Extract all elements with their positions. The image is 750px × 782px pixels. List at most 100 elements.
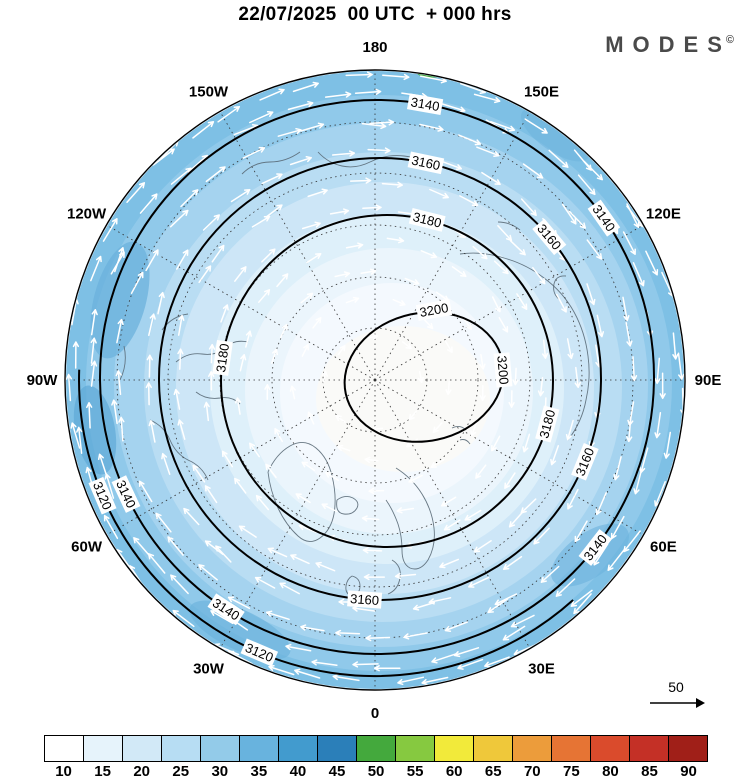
wind-arrow bbox=[345, 71, 373, 78]
wind-arrow bbox=[522, 163, 544, 179]
wind-arrow bbox=[66, 373, 73, 402]
wind-arrow bbox=[324, 91, 352, 98]
wind-arrow bbox=[396, 507, 415, 514]
wind-arrow bbox=[583, 160, 604, 181]
wind-arrow bbox=[118, 416, 125, 442]
wind-arrow bbox=[508, 511, 524, 528]
wind-arrow bbox=[404, 277, 420, 286]
wind-arrow bbox=[354, 88, 382, 95]
colorbar-cell bbox=[44, 735, 84, 762]
wind-arrow bbox=[363, 573, 386, 581]
wind-arrow bbox=[490, 120, 516, 132]
coastline bbox=[267, 442, 336, 542]
longitude-label: 120E bbox=[646, 206, 681, 223]
wind-arrow bbox=[258, 289, 271, 303]
wind-arrow bbox=[148, 313, 156, 337]
colorbar-cell bbox=[83, 735, 123, 762]
contour-label: 3200 bbox=[415, 299, 453, 321]
colorbar-cell bbox=[434, 735, 474, 762]
wind-arrow bbox=[596, 314, 605, 338]
wind-arrow bbox=[332, 673, 360, 682]
wind-arrow bbox=[311, 659, 338, 666]
wind-arrow bbox=[198, 265, 212, 284]
wind-reference-label: 50 bbox=[668, 679, 684, 695]
wind-arrow bbox=[145, 382, 152, 406]
shading-patch-green bbox=[461, 73, 479, 79]
wind-arrow bbox=[268, 664, 295, 676]
wind-arrow bbox=[265, 463, 277, 479]
wind-arrow bbox=[221, 450, 234, 468]
wind-arrow bbox=[279, 323, 288, 339]
longitude-label: 150E bbox=[524, 84, 559, 101]
wind-arrow bbox=[315, 561, 336, 572]
colorbar-tick-label: 90 bbox=[680, 763, 697, 780]
colorbar-cell bbox=[239, 735, 279, 762]
wind-arrow bbox=[361, 515, 380, 522]
wind-arrow bbox=[249, 442, 260, 458]
wind-arrow bbox=[157, 291, 165, 315]
colorbar-tick-label: 15 bbox=[94, 763, 111, 780]
longitude-label: 90W bbox=[27, 372, 59, 389]
wind-arrow bbox=[70, 422, 81, 449]
wind-arrow bbox=[516, 293, 528, 310]
wind-arrow bbox=[90, 337, 97, 364]
wind-arrow bbox=[155, 512, 172, 533]
wind-arrow bbox=[76, 426, 83, 454]
latitude-circle bbox=[322, 327, 428, 433]
wind-arrow bbox=[146, 354, 153, 378]
wind-arrow bbox=[242, 146, 266, 159]
contour-labels: 3120312031403140314031403140316031603160… bbox=[88, 93, 621, 667]
shading-patch bbox=[73, 385, 117, 475]
wind-arrow bbox=[568, 210, 587, 229]
wind-arrow bbox=[645, 250, 659, 276]
coastline bbox=[459, 252, 590, 441]
wind-arrow bbox=[626, 417, 633, 443]
wind-arrow bbox=[533, 527, 550, 545]
longitude-labels: 180 150E 120E 90E 60E 30E 0 30W 60W 90W 120W 150W bbox=[27, 39, 722, 722]
wind-arrow bbox=[90, 309, 98, 336]
wind-arrow bbox=[440, 102, 466, 113]
wind-arrow bbox=[522, 433, 531, 453]
wind-arrows bbox=[66, 71, 684, 686]
wind-arrow bbox=[430, 459, 445, 468]
wind-arrow bbox=[509, 240, 526, 256]
wind-arrow bbox=[133, 537, 152, 558]
colorbar-cell bbox=[590, 735, 630, 762]
wind-arrow bbox=[625, 322, 633, 347]
wind-arrow bbox=[167, 536, 184, 556]
coastline bbox=[459, 439, 471, 445]
wind-arrow bbox=[265, 610, 290, 621]
copyright-mark: © bbox=[725, 34, 734, 46]
wind-arrow bbox=[677, 352, 684, 380]
latitude-circle bbox=[167, 172, 583, 588]
wind-arrow bbox=[475, 464, 487, 479]
wind-arrow bbox=[234, 397, 242, 415]
wind-arrow bbox=[491, 435, 501, 452]
wind-arrow bbox=[524, 118, 548, 134]
wind-arrow bbox=[421, 676, 449, 686]
wind-arrow bbox=[177, 419, 186, 440]
wind-arrow bbox=[672, 332, 679, 360]
wind-arrow bbox=[419, 123, 444, 132]
wind-arrow bbox=[148, 419, 156, 443]
longitude-label: 150W bbox=[189, 84, 229, 101]
wind-arrow bbox=[312, 317, 322, 329]
wind-arrow bbox=[406, 438, 418, 448]
wind-arrow bbox=[654, 412, 662, 439]
longitude-label: 180 bbox=[362, 39, 387, 56]
wind-arrow bbox=[498, 316, 509, 333]
wind-arrow bbox=[555, 578, 576, 597]
wind-arrow bbox=[633, 468, 643, 495]
contour-label: 3200 bbox=[493, 352, 513, 388]
wind-arrow bbox=[630, 356, 638, 382]
wind-arrow bbox=[208, 343, 216, 364]
wind-arrow bbox=[663, 431, 672, 459]
svg-text:3160: 3160 bbox=[350, 591, 380, 608]
wind-arrow bbox=[491, 296, 501, 313]
contour-ring bbox=[99, 99, 655, 655]
contour-label: 3120 bbox=[240, 638, 279, 667]
wind-arrow bbox=[116, 318, 124, 344]
meridian-line bbox=[107, 379, 376, 535]
colorbar-cell bbox=[551, 735, 591, 762]
wind-arrow bbox=[623, 530, 641, 553]
